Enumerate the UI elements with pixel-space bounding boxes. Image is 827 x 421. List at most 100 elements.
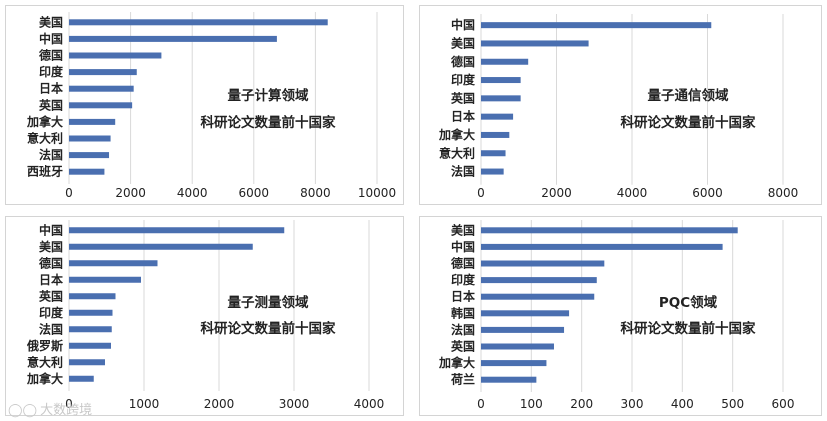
bar-印度 <box>481 277 597 284</box>
category-label: 日本 <box>451 289 475 304</box>
bar-德国 <box>69 260 158 267</box>
category-label: 印度 <box>39 305 64 320</box>
bar-加拿大 <box>69 118 116 125</box>
category-label: 法国 <box>39 321 63 336</box>
bar-英国 <box>481 343 554 350</box>
bar-西班牙 <box>69 168 105 175</box>
x-tick-label-600: 600 <box>772 397 795 411</box>
category-label: 法国 <box>39 147 63 162</box>
x-tick-label-400: 400 <box>671 397 694 411</box>
category-label: 印度 <box>451 272 476 287</box>
bar-意大利 <box>69 359 105 366</box>
category-label: 英国 <box>451 90 475 105</box>
bar-美国 <box>69 19 328 26</box>
bar-法国 <box>69 326 112 333</box>
bar-荷兰 <box>481 376 537 383</box>
category-label: 俄罗斯 <box>26 338 63 353</box>
x-tick-label-0: 0 <box>477 397 485 411</box>
bar-加拿大 <box>481 131 510 138</box>
bar-中国 <box>69 35 277 42</box>
x-tick-label-300: 300 <box>621 397 644 411</box>
bar-印度 <box>69 309 113 316</box>
chart-svg-quantum-measurement: 0 1000 2000 3000 4000 中国美国德国日本英国印度法国俄罗斯意大利加拿大… <box>26 220 385 411</box>
chart-panel-pqc: 0 100 200 300 400 500 600 美国 中国 德国 印度 日本 韩国 法国 英国 加拿大 荷兰… <box>419 216 822 416</box>
bar-美国 <box>481 40 589 47</box>
bar-英国 <box>481 95 521 102</box>
category-label: 美国 <box>451 35 475 50</box>
binoculars-icon: ◯◯ <box>8 403 38 418</box>
x-tick-label-10000: 10000 <box>358 186 396 200</box>
category-label: 中国 <box>451 17 475 32</box>
category-label: 加拿大 <box>438 355 475 370</box>
bar-韩国 <box>481 310 570 317</box>
chart-svg-quantum-computing: 0 2000 4000 6000 8000 10000 美国中国德国印度日本英国加拿大意大利… <box>26 12 396 200</box>
bar-德国 <box>69 52 162 59</box>
category-label: 意大利 <box>439 145 475 160</box>
category-label: 英国 <box>39 97 63 112</box>
category-label: 荷兰 <box>450 372 475 387</box>
category-label: 法国 <box>451 322 475 337</box>
bar-印度 <box>481 77 521 84</box>
chart-title-line-1: PQC领域 <box>659 294 718 311</box>
x-tick-label-2000: 2000 <box>115 186 146 200</box>
x-tick-label-4000: 4000 <box>177 186 208 200</box>
x-tick-label-1000: 1000 <box>129 397 160 411</box>
watermark: ◯◯ 大数跨境 <box>8 399 92 418</box>
bar-日本 <box>69 276 141 283</box>
x-tick-label-2000: 2000 <box>541 186 572 200</box>
category-label: 英国 <box>451 339 475 354</box>
category-label: 德国 <box>451 54 475 69</box>
chart-title-line-2: 科研论文数量前十国家 <box>621 114 756 131</box>
x-tick-label-6000: 6000 <box>239 186 270 200</box>
category-label: 德国 <box>451 256 475 271</box>
category-label: 中国 <box>451 239 475 254</box>
category-label: 日本 <box>39 272 63 287</box>
chart-panel-quantum-communication: 0 2000 4000 6000 8000 中国 美国 德国 印度 英国 日本 加拿大 意大利 法国 量子通… <box>419 5 822 205</box>
bar-日本 <box>481 293 595 300</box>
x-tick-label-0: 0 <box>65 186 73 200</box>
category-label: 韩国 <box>451 305 475 320</box>
x-tick-label-4000: 4000 <box>617 186 648 200</box>
bar-印度 <box>69 69 137 76</box>
watermark-text: 大数跨境 <box>40 403 93 418</box>
category-label: 意大利 <box>27 354 63 369</box>
x-tick-label-8000: 8000 <box>300 186 331 200</box>
bar-俄罗斯 <box>69 342 111 349</box>
x-tick-label-0: 0 <box>477 186 485 200</box>
category-label: 日本 <box>39 81 63 96</box>
chart-panel-quantum-computing: 0 2000 4000 6000 8000 10000 美国 中国 德国 印度 日本 英国 加拿大 意大利… <box>5 5 404 205</box>
x-tick-label-3000: 3000 <box>279 397 310 411</box>
category-label: 意大利 <box>27 131 63 146</box>
x-tick-label-4000: 4000 <box>354 397 385 411</box>
category-label: 美国 <box>451 222 475 237</box>
bar-日本 <box>481 113 514 120</box>
category-label: 西班牙 <box>27 164 63 179</box>
bar-美国 <box>69 243 253 250</box>
bar-中国 <box>481 243 723 250</box>
x-tick-label-2000: 2000 <box>204 397 235 411</box>
bar-中国 <box>69 227 285 234</box>
bar-美国 <box>481 227 738 234</box>
category-label: 法国 <box>451 164 475 179</box>
bar-英国 <box>69 293 116 300</box>
x-tick-label-500: 500 <box>721 397 744 411</box>
bar-意大利 <box>481 150 506 157</box>
chart-panel-quantum-measurement: 0 1000 2000 3000 4000 中国 美国 德国 日本 英国 印度 法国 俄罗斯 意大利 加拿大… <box>5 216 404 416</box>
x-tick-label-8000: 8000 <box>768 186 799 200</box>
bar-中国 <box>481 22 712 29</box>
category-label: 中国 <box>39 222 63 237</box>
bar-法国 <box>481 168 504 175</box>
bar-德国 <box>481 260 605 267</box>
category-label: 美国 <box>39 239 63 254</box>
category-label: 美国 <box>39 14 63 29</box>
category-label: 德国 <box>39 48 63 63</box>
chart-title-line-2: 科研论文数量前十国家 <box>201 320 336 337</box>
x-tick-label-6000: 6000 <box>692 186 723 200</box>
category-label: 英国 <box>39 288 63 303</box>
bar-加拿大 <box>481 360 547 367</box>
bar-德国 <box>481 58 529 65</box>
chart-title-line-2: 科研论文数量前十国家 <box>201 114 336 131</box>
category-label: 印度 <box>39 64 64 79</box>
bar-法国 <box>481 326 565 333</box>
